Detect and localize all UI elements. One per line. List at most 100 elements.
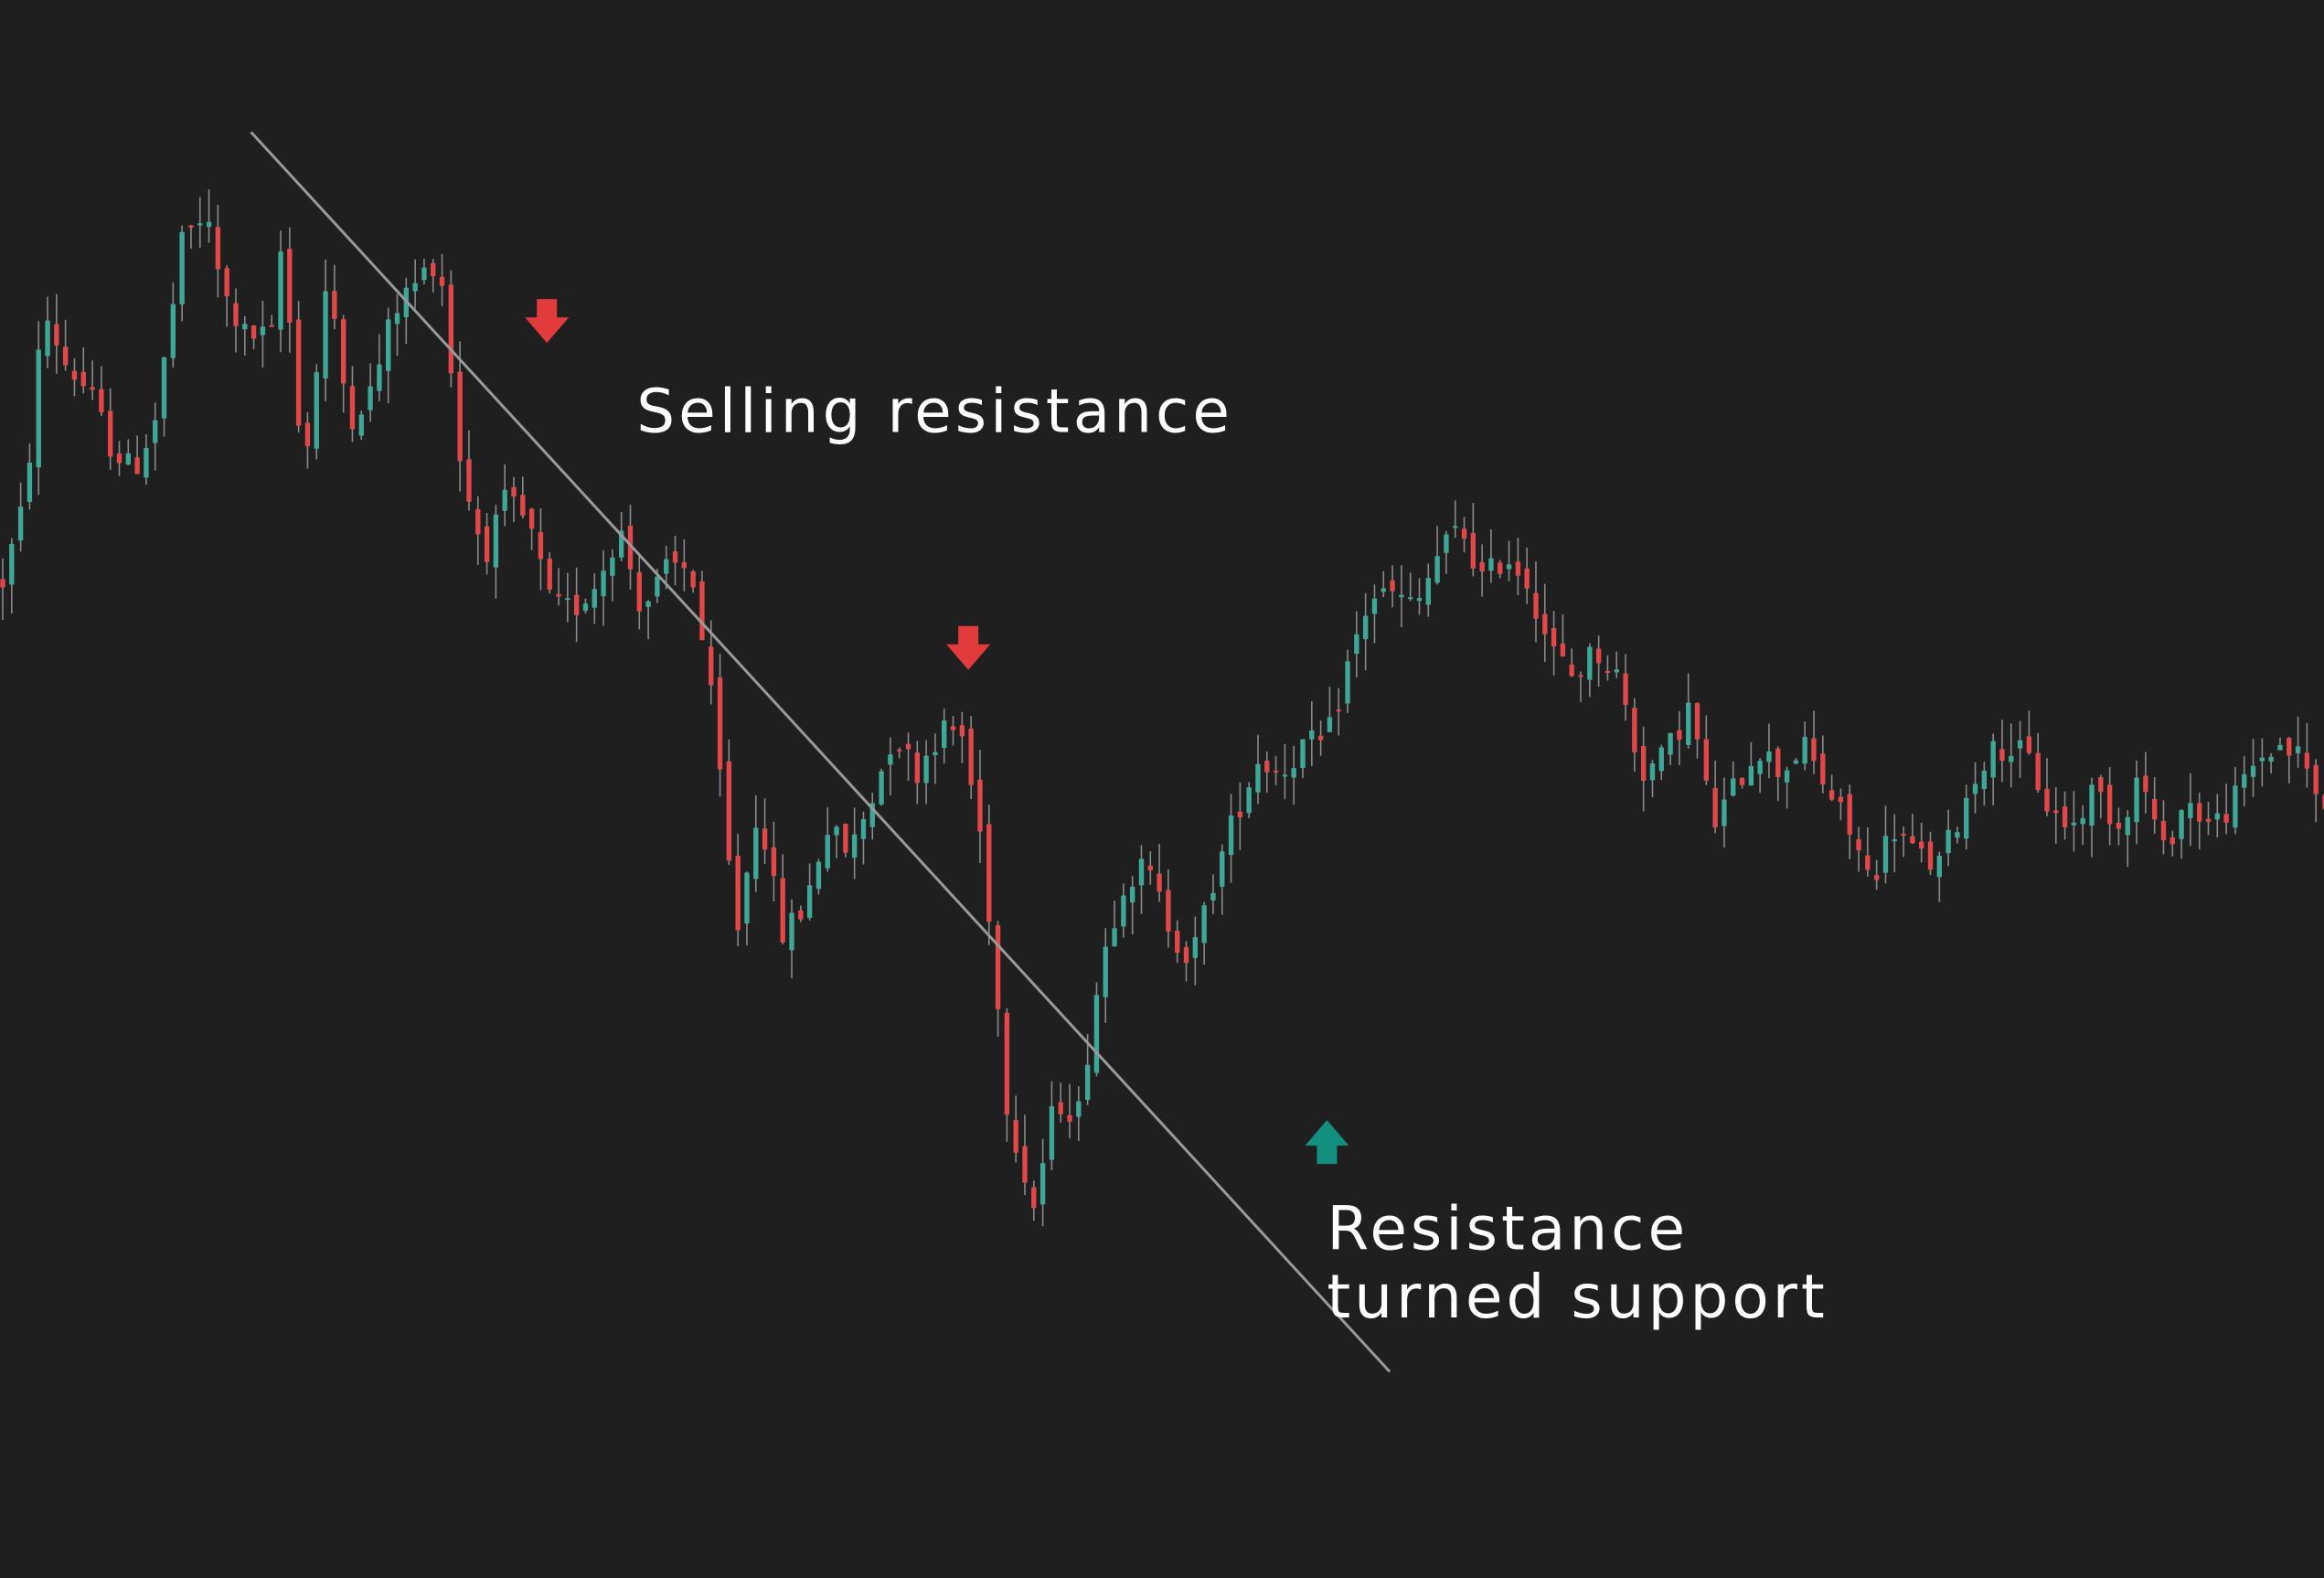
candle-bear	[1031, 1187, 1037, 1209]
candle-bear	[269, 325, 274, 327]
candle-bear	[717, 677, 723, 770]
candle-bear	[771, 847, 777, 877]
signal-markers	[525, 299, 1349, 1165]
annotation-resistance: Resistance	[1327, 1193, 1689, 1263]
candle-bear	[2053, 810, 2059, 814]
candle-bear	[1856, 839, 1861, 851]
candle-bear	[134, 457, 140, 474]
candle-bull	[125, 453, 131, 465]
candle-bull	[197, 223, 203, 226]
candle-bear	[672, 551, 678, 563]
candle-bear	[431, 262, 436, 277]
candle-bull	[1614, 669, 1619, 673]
candle-bear	[2062, 806, 2068, 827]
candle-bear	[1873, 875, 1880, 880]
candle-bear	[1677, 730, 1682, 740]
candle-bull	[888, 754, 893, 765]
candle-bull	[1362, 615, 1369, 640]
candle-bull	[664, 559, 669, 574]
candle-bear	[2106, 784, 2113, 825]
candle-bear	[1461, 528, 1467, 539]
candle-bull	[2233, 785, 2238, 828]
candle-bull	[2125, 816, 2130, 836]
candle-bear	[556, 593, 561, 597]
candle-bull	[618, 530, 624, 558]
candle-bear	[457, 371, 463, 462]
candle-bear	[1533, 592, 1539, 619]
candle-bull	[1425, 578, 1431, 605]
candle-bear	[511, 486, 517, 497]
candle-bear	[54, 324, 59, 346]
candle-bear	[251, 325, 257, 339]
candle-bear	[2169, 837, 2175, 845]
candle-bear	[1578, 675, 1583, 677]
candle-bear	[528, 508, 535, 529]
candle-bull	[421, 267, 427, 281]
candle-bull	[1766, 752, 1772, 762]
candle-bear	[2143, 775, 2148, 793]
candle-bear	[2044, 788, 2050, 812]
candle-bear	[1828, 790, 1835, 800]
candle-bull	[1354, 634, 1359, 655]
candle-bull	[1300, 739, 1306, 769]
candle-bull	[1434, 556, 1440, 583]
candle-bear	[224, 268, 229, 297]
candle-bull	[1416, 598, 1423, 602]
candle-bull	[1255, 763, 1261, 793]
candle-bear	[1901, 834, 1906, 837]
candle-bear	[1838, 796, 1844, 803]
candle-bear	[681, 562, 688, 569]
candle-bear	[0, 579, 5, 588]
candle-bull	[1964, 797, 1969, 839]
candle-bull	[2179, 810, 2184, 839]
candle-bull	[1972, 784, 1978, 794]
candle-bull	[933, 752, 938, 756]
candle-bear	[897, 749, 902, 752]
candle-bull	[1722, 799, 1727, 826]
candle-bull	[645, 601, 651, 607]
down-arrow-icon	[525, 299, 570, 344]
candle-bull	[2080, 817, 2085, 825]
candle-bear	[1237, 811, 1243, 818]
candle-bear	[188, 225, 194, 229]
candle-bull	[1793, 760, 1799, 764]
candle-bull	[592, 589, 597, 608]
candle-bear	[90, 387, 95, 390]
candle-bear	[215, 227, 221, 270]
candle-bull	[242, 324, 248, 330]
candle-bear	[726, 761, 732, 861]
candle-bull	[816, 861, 822, 890]
candle-bear	[547, 558, 552, 590]
candle-bull	[1093, 995, 1100, 1073]
candle-bear	[2098, 777, 2104, 793]
candle-bull	[1936, 856, 1942, 878]
candle-bear	[1820, 753, 1826, 784]
candle-bull	[1990, 741, 1996, 778]
candle-bull	[655, 576, 660, 597]
candle-bull	[278, 251, 283, 330]
candle-bear	[287, 249, 293, 323]
candle-bull	[834, 826, 839, 836]
annotation-selling-resistance: Selling resistance	[636, 376, 1233, 446]
candle-bull	[860, 818, 867, 839]
candle-bull	[2277, 744, 2283, 751]
candle-bear	[2205, 818, 2212, 822]
candle-bull	[1084, 1064, 1091, 1101]
candle-bull	[601, 570, 606, 597]
candle-bull	[170, 304, 176, 358]
candle-bear	[1515, 561, 1521, 576]
candle-bull	[1946, 829, 1951, 854]
candle-bear	[1058, 1102, 1063, 1114]
candle-bull	[1309, 730, 1315, 740]
candle-bear	[690, 570, 696, 588]
candle-bear	[1551, 628, 1557, 647]
candle-bear	[573, 594, 580, 615]
candle-bull	[1371, 598, 1378, 614]
candle-bear	[1175, 931, 1180, 954]
candle-bear	[1264, 761, 1270, 773]
candle-bull	[314, 372, 319, 449]
down-arrow-icon	[946, 625, 991, 670]
candle-bear	[798, 910, 804, 920]
candle-bear	[2160, 820, 2167, 840]
